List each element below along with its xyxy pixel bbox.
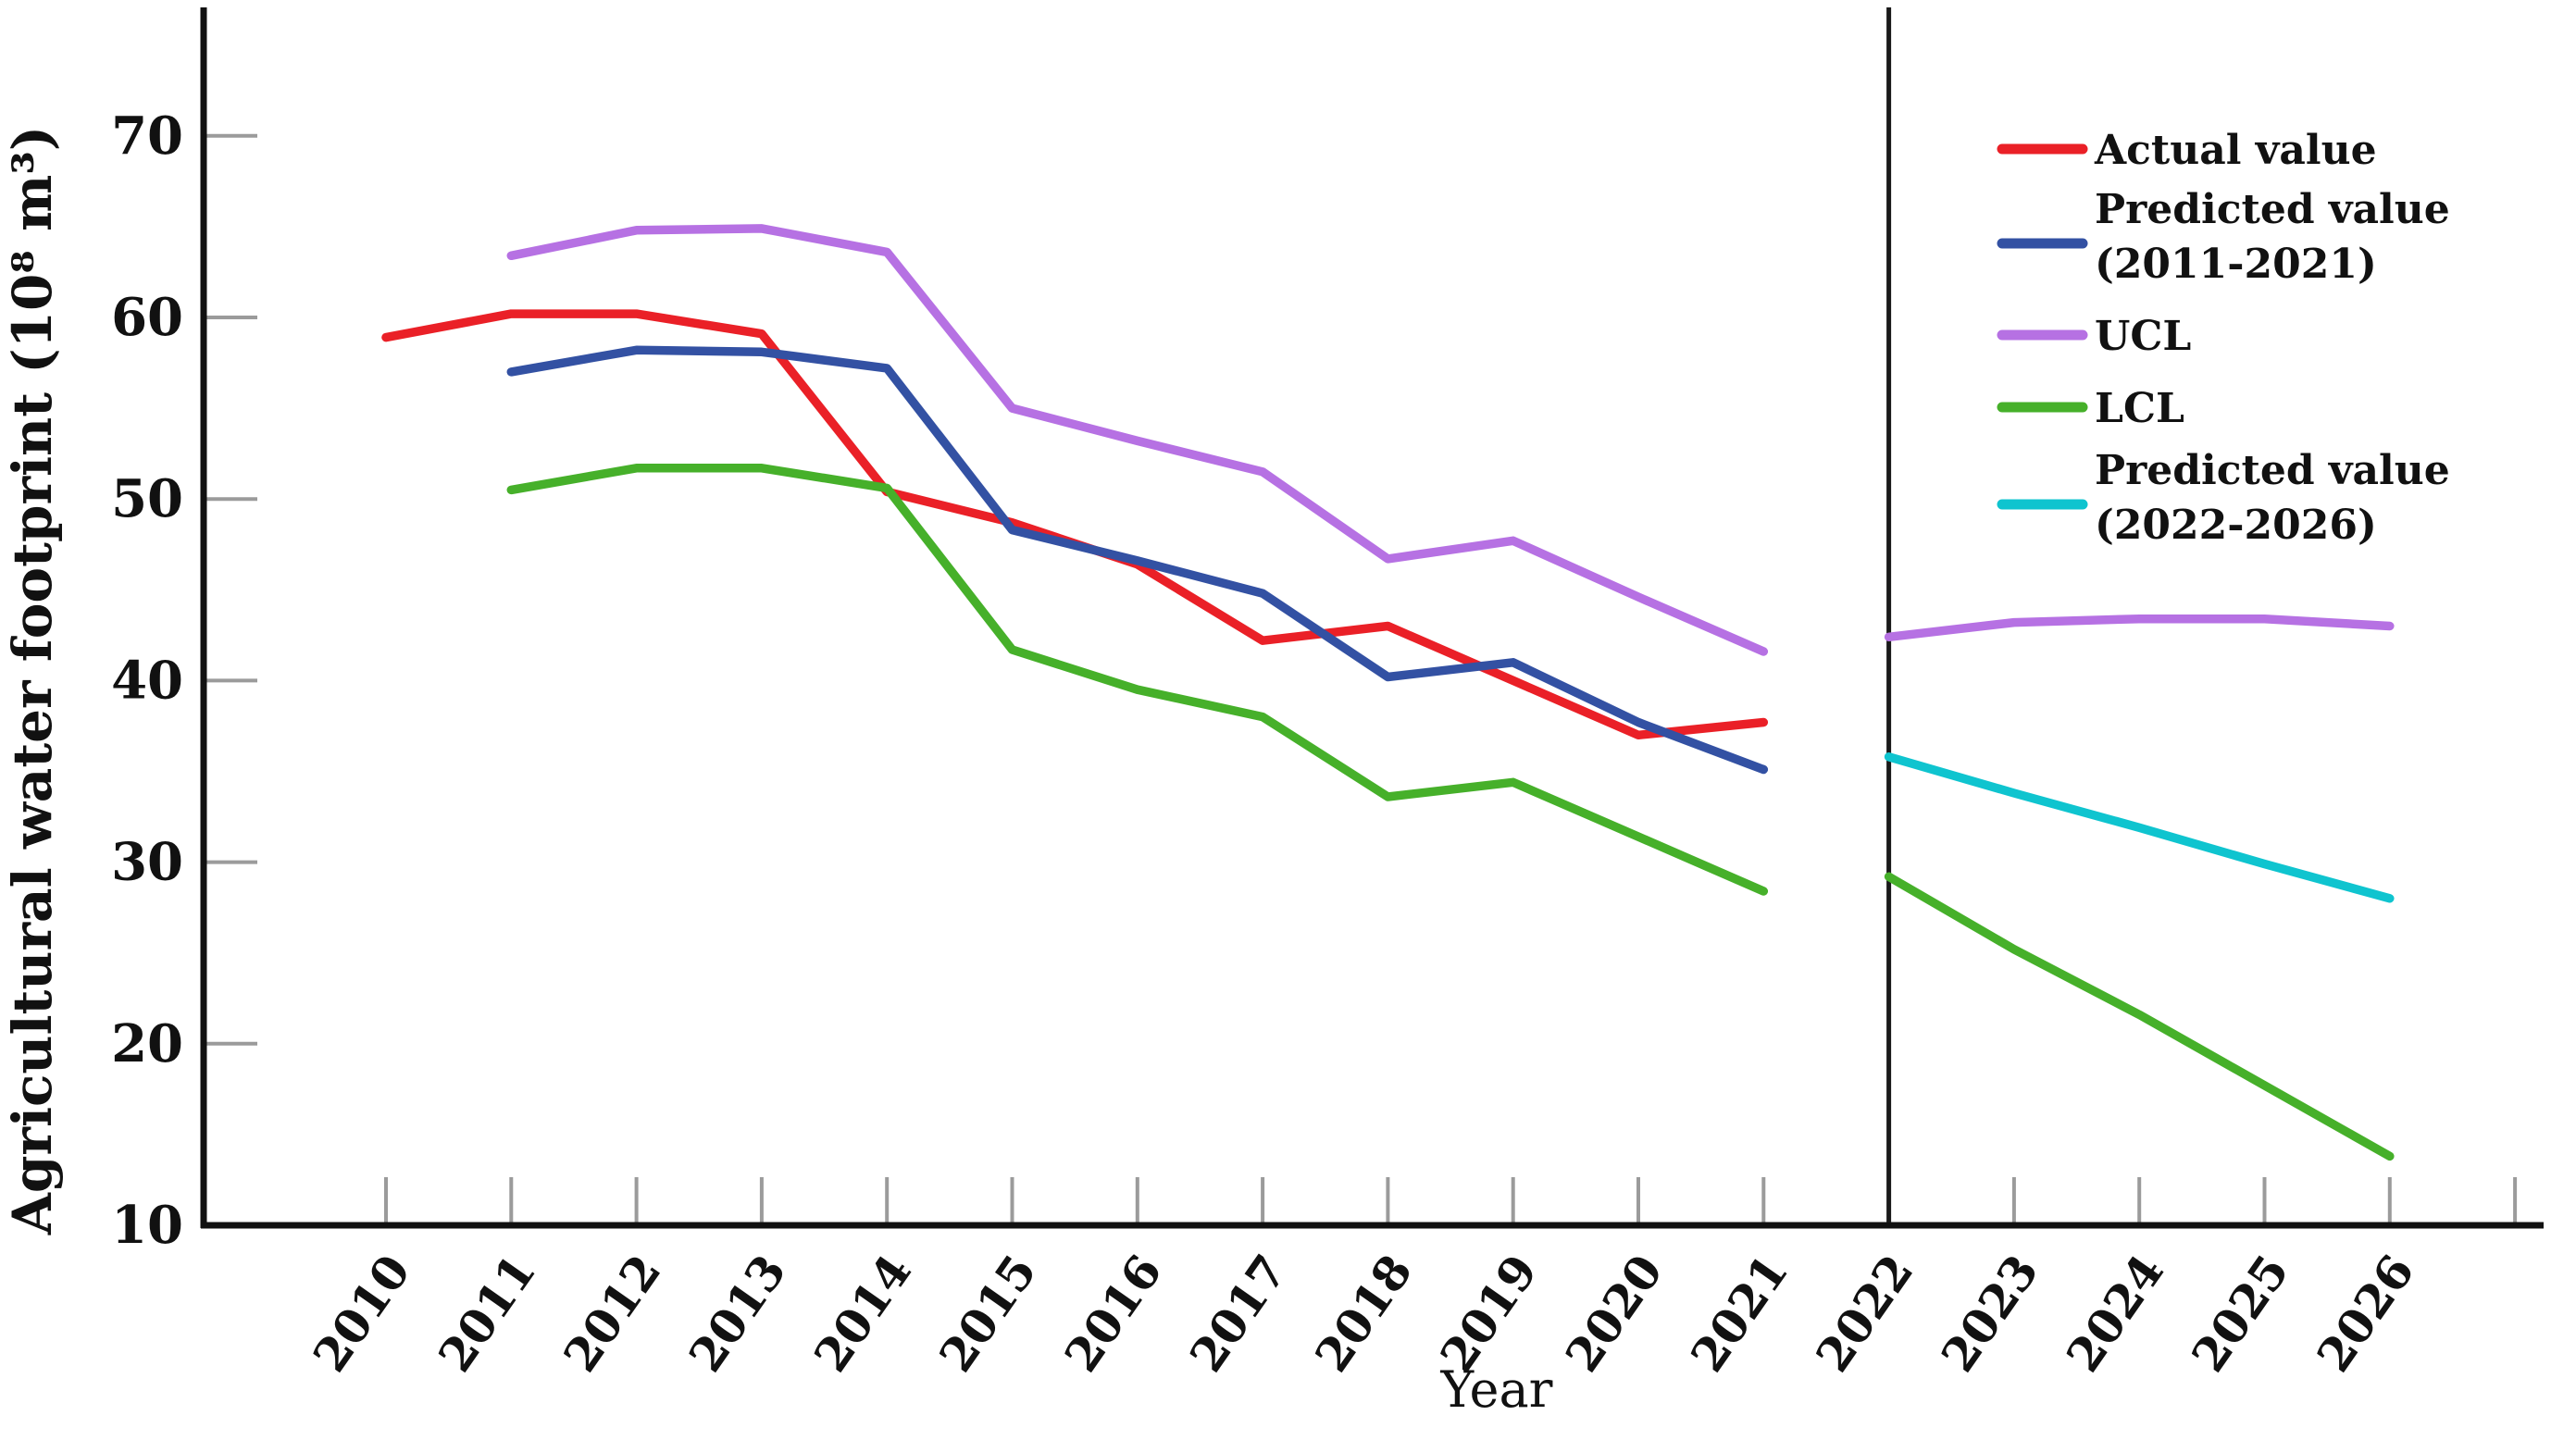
x-tick-label: 2015 [928, 1245, 1047, 1382]
y-axis-title: Agricultural water footprint (10⁸ m³) [1, 126, 64, 1235]
legend-label: UCL [2095, 313, 2191, 360]
x-tick-label: 2011 [428, 1245, 546, 1382]
legend-entry-predicted-2011-2021: Predicted value (2011-2021) [1997, 186, 2450, 288]
x-tick-label: 2017 [1179, 1245, 1298, 1382]
x-axis-title: Year [1440, 1360, 1553, 1419]
x-tick-label: 2022 [1805, 1245, 1923, 1382]
legend-label: Predicted value [2095, 186, 2450, 233]
y-tick-label: 20 [111, 1013, 183, 1074]
x-tick-label: 2013 [678, 1245, 797, 1382]
x-tick-label: 2014 [803, 1245, 922, 1382]
x-tick-label: 2026 [2306, 1245, 2424, 1382]
x-tick-label: 2021 [1680, 1245, 1798, 1382]
y-tick-label: 60 [111, 287, 183, 348]
legend-label: Predicted value [2095, 447, 2450, 494]
legend-label: Actual value [2094, 127, 2377, 174]
series-line-ucl [506, 224, 1769, 656]
x-tick-label: 2010 [303, 1245, 421, 1382]
x-tick-label: 2018 [1304, 1245, 1423, 1382]
legend-entry-lcl: LCL [1997, 385, 2184, 432]
series-lines [381, 224, 2395, 1161]
x-tick-label: 2016 [1053, 1245, 1172, 1382]
legend: Actual value Predicted value (2011-2021)… [1997, 127, 2450, 549]
series-line-predicted-value-2011-2021 [506, 345, 1769, 775]
series-line-lcl [1884, 872, 2395, 1161]
legend-label-line2: (2011-2021) [2095, 241, 2377, 288]
y-tick-label: 30 [111, 832, 183, 893]
legend-entry-predicted-2022-2026: Predicted value (2022-2026) [1997, 447, 2450, 549]
y-tick-label: 50 [111, 468, 183, 529]
legend-label: LCL [2095, 385, 2184, 432]
legend-label-line2: (2022-2026) [2095, 502, 2377, 549]
series-line-lcl [506, 464, 1769, 896]
x-tick-label: 2012 [553, 1245, 671, 1382]
y-tick-label: 70 [111, 106, 183, 167]
y-tick-label: 40 [111, 650, 183, 711]
series-line-predicted-value-2022-2026 [1884, 752, 2395, 903]
legend-entry-ucl: UCL [1997, 313, 2191, 360]
legend-entry-actual: Actual value [1997, 127, 2377, 174]
x-tick-label: 2020 [1555, 1245, 1674, 1382]
y-tick-label: 10 [111, 1195, 183, 1256]
x-tick-label: 2025 [2181, 1245, 2299, 1382]
series-line-ucl [1884, 614, 2395, 642]
x-tick-label: 2023 [1931, 1245, 2049, 1382]
x-tick-label: 2024 [2056, 1245, 2174, 1382]
